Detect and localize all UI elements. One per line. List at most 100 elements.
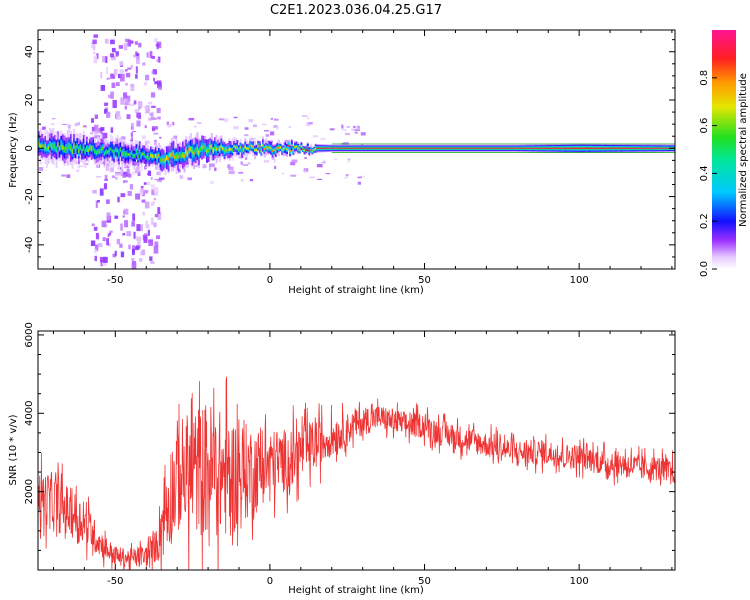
spectrogram-cell [602, 147, 605, 149]
spectrogram-speckle [265, 134, 270, 137]
spectrogram-cell [521, 147, 524, 149]
spectrogram-cell [505, 147, 508, 149]
spectrogram-cell [633, 147, 636, 149]
spectrogram-speckle [301, 115, 308, 117]
spectrogram-cell [324, 147, 327, 149]
spectrogram-cell [313, 149, 316, 151]
spectrogram-speckle [135, 74, 138, 79]
spectrogram-speckle [141, 135, 146, 140]
spectrogram-speckle [133, 54, 136, 58]
spectrogram-cell [554, 147, 557, 149]
spectrogram-cell [465, 147, 468, 149]
spectrogram-speckle [151, 189, 155, 196]
spectrogram-speckle [66, 174, 71, 178]
spectrogram-cell [662, 147, 664, 149]
spectrogram-speckle [150, 184, 155, 189]
spectrogram-cell [665, 147, 668, 149]
spectrogram-cell [154, 154, 157, 158]
spectrogram-cell [481, 147, 484, 149]
spectrogram-cell [86, 146, 88, 152]
spectrogram-cell [38, 141, 40, 146]
spectrogram-speckle [148, 101, 152, 105]
spectrogram-cell [337, 147, 340, 149]
spectrogram-cell [134, 154, 136, 158]
spectrogram-x-label: Height of straight line (km) [288, 285, 424, 296]
spectrogram-cell [302, 148, 304, 150]
colorbar: 0.0 0.2 0.4 0.6 0.8 Normalized spectral ampl… [699, 30, 749, 277]
spectrogram-cell [310, 149, 312, 151]
spectrogram-speckle [61, 123, 68, 125]
spectrogram-speckle [91, 118, 94, 123]
spectrogram-speckle [167, 124, 172, 128]
spectrogram-cell [618, 147, 621, 149]
spectrogram-cell [180, 154, 183, 158]
spectrogram-speckle [122, 215, 125, 218]
spectrogram-cell [78, 149, 80, 154]
spectrogram-cell [463, 147, 466, 149]
spectrogram-cell [170, 152, 173, 158]
spectrogram-cell [46, 147, 48, 151]
spectrogram-cell [70, 146, 72, 150]
spectrogram-cell [609, 147, 612, 149]
spectrogram-cell [247, 147, 250, 150]
spectrogram-speckle [172, 121, 175, 126]
spectrogram-y-label: Frequency (Hz) [8, 112, 19, 188]
spectrogram-cell [102, 146, 104, 151]
spectrogram-speckle [132, 131, 137, 133]
spectrogram-speckle [156, 235, 161, 240]
spectrogram-speckle [92, 39, 97, 44]
spectrogram-cell [252, 145, 255, 149]
spectrogram-speckle [248, 119, 254, 123]
spectrogram-cell [433, 147, 436, 149]
spectrogram-speckle [134, 109, 140, 114]
spectrogram-cell [510, 147, 512, 149]
spectrogram-cell [110, 147, 112, 151]
spectrogram-speckle [151, 55, 155, 59]
spectrogram-cell [151, 154, 154, 158]
spectrogram-speckle [354, 129, 360, 131]
spectrogram-speckle [136, 236, 142, 241]
spectrogram-speckle [233, 126, 239, 130]
spectrogram-speckle [124, 106, 128, 110]
spectrogram-speckle [129, 103, 135, 107]
spectrogram-speckle [120, 251, 125, 258]
spectrogram-speckle [342, 129, 347, 131]
spectrogram-cell [492, 147, 495, 149]
spectrogram-cell [327, 147, 330, 149]
spectrogram-cell [439, 147, 442, 149]
spectrogram-cell [638, 147, 640, 149]
spectrogram-cell [159, 157, 162, 163]
spectrogram-speckle [108, 161, 114, 167]
spectrogram-speckle [264, 130, 270, 132]
spectrogram-speckle [188, 117, 195, 121]
spectrogram-cell [87, 148, 90, 153]
spectrogram-cell [545, 147, 548, 149]
spectrogram-speckle [143, 182, 147, 185]
spectrogram-speckle [228, 170, 235, 175]
spectrogram-cell [182, 152, 184, 158]
spectrogram-cell [479, 147, 482, 149]
spectrogram-speckle [155, 44, 160, 47]
spectrogram-cell [391, 147, 394, 149]
spectrogram-cell [175, 154, 178, 159]
spectrogram-cell [60, 143, 63, 147]
spectrogram-speckle [104, 38, 109, 44]
spectrogram-speckle [139, 258, 143, 262]
spectrogram-speckle [136, 112, 141, 118]
spectrogram-speckle [108, 242, 111, 247]
spectrogram-cell [255, 148, 258, 152]
spectrogram-cell [348, 147, 351, 149]
spectrogram-speckle [93, 226, 98, 231]
spectrogram-cell [82, 145, 85, 150]
spectrogram-cell [113, 151, 116, 156]
spectrogram-cell [206, 149, 208, 153]
spectrogram-speckle [149, 51, 153, 59]
spectrogram-cell [343, 147, 346, 149]
spectrogram-speckle [157, 212, 162, 220]
spectrogram-speckle [173, 135, 178, 139]
spectrogram-speckle [92, 190, 97, 194]
spectrogram-cell [359, 147, 362, 149]
spectrogram-cell [246, 147, 248, 150]
spectrogram-cell [174, 155, 176, 159]
spectrogram-cell [529, 147, 532, 149]
